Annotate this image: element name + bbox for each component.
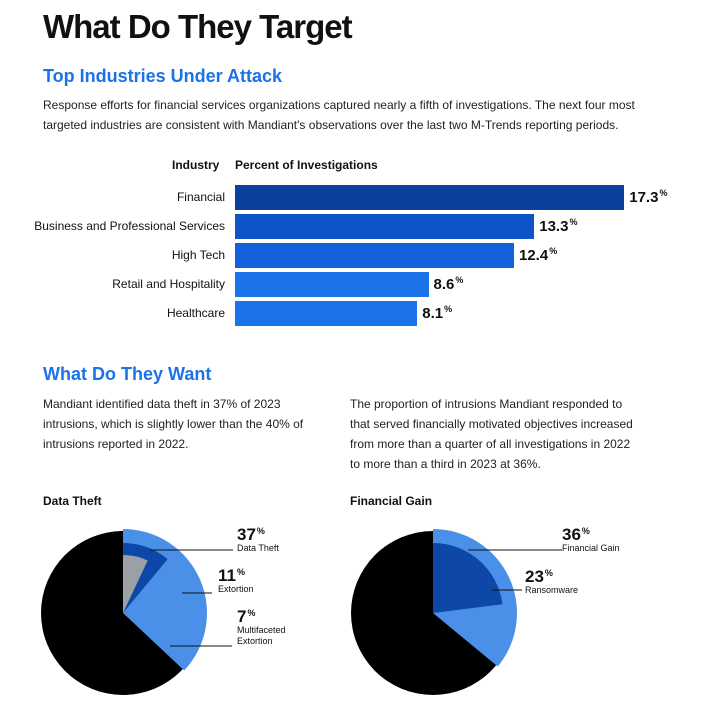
- intro-line: Response efforts for financial services …: [43, 98, 635, 112]
- bar: [235, 301, 418, 326]
- bar-category-label: Retail and Hospitality: [112, 277, 225, 291]
- bar: [235, 272, 429, 297]
- extortion-value: 11%: [218, 566, 245, 585]
- text-line: that served financially motivated object…: [350, 417, 633, 431]
- ransomware-value: 23%: [525, 567, 553, 586]
- text-line: to more than a third in 2023 at 36%.: [350, 457, 541, 471]
- multifaceted-extortion-value: 7%: [237, 607, 256, 626]
- column-header-percent: Percent of Investigations: [235, 158, 378, 172]
- bar-category-label: Business and Professional Services: [34, 219, 225, 233]
- data-theft-value: 37%: [237, 525, 265, 544]
- bar-category-label: Healthcare: [166, 306, 225, 320]
- data-theft-annotation: 37% Data Theft: [237, 523, 279, 554]
- bar: [235, 214, 535, 239]
- bar-value-label: 13.3%: [539, 217, 578, 235]
- financial-gain-value: 36%: [562, 525, 590, 544]
- data-theft-label: Data Theft: [237, 543, 279, 553]
- industries-bar-chart: Industry Percent of Investigations Finan…: [0, 150, 705, 340]
- financial-gain-chart-title: Financial Gain: [350, 494, 433, 508]
- motives-right-text: The proportion of intrusions Mandiant re…: [350, 394, 680, 474]
- column-header-industry: Industry: [172, 158, 220, 172]
- text-line: The proportion of intrusions Mandiant re…: [350, 397, 623, 411]
- text-line: from more than a quarter of all investig…: [350, 437, 631, 451]
- extortion-label: Extortion: [218, 584, 254, 594]
- motives-left-text: Mandiant identified data theft in 37% of…: [43, 394, 343, 454]
- page-title: What Do They Target: [43, 8, 353, 45]
- section-heading-industries: Top Industries Under Attack: [43, 66, 283, 86]
- financial-gain-pie-chart: [351, 529, 562, 695]
- section-heading-motives: What Do They Want: [43, 364, 212, 384]
- bar: [235, 185, 625, 210]
- financial-gain-annotation: 36% Financial Gain: [562, 523, 620, 554]
- intro-line: targeted industries are consistent with …: [43, 118, 619, 132]
- bar-category-label: Financial: [176, 190, 225, 204]
- data-theft-pie-chart: [41, 529, 233, 695]
- bar: [235, 243, 514, 268]
- bar-category-label: High Tech: [171, 248, 225, 262]
- pie-slice: [123, 555, 148, 613]
- multifaceted-extortion-label-line: Multifaceted: [237, 625, 286, 635]
- section-intro: Response efforts for financial services …: [43, 95, 683, 135]
- bar-value-label: 17.3%: [629, 188, 668, 206]
- text-line: intrusions reported in 2022.: [43, 437, 189, 451]
- multifaceted-extortion-annotation: 7% Multifaceted Extortion: [237, 605, 286, 647]
- ransomware-annotation: 23% Ransomware: [525, 565, 578, 596]
- text-line: intrusions, which is slightly lower than…: [43, 417, 304, 431]
- bar-value-label: 12.4%: [519, 246, 558, 264]
- multifaceted-extortion-label-line: Extortion: [237, 636, 273, 646]
- bar-value-label: 8.1%: [422, 304, 453, 322]
- pie-slice: [433, 543, 503, 613]
- extortion-annotation: 11% Extortion: [218, 564, 254, 595]
- ransomware-label: Ransomware: [525, 585, 579, 595]
- data-theft-chart-title: Data Theft: [43, 494, 102, 508]
- text-line: Mandiant identified data theft in 37% of…: [43, 397, 281, 411]
- bar-value-label: 8.6%: [433, 275, 464, 293]
- financial-gain-label: Financial Gain: [562, 543, 620, 553]
